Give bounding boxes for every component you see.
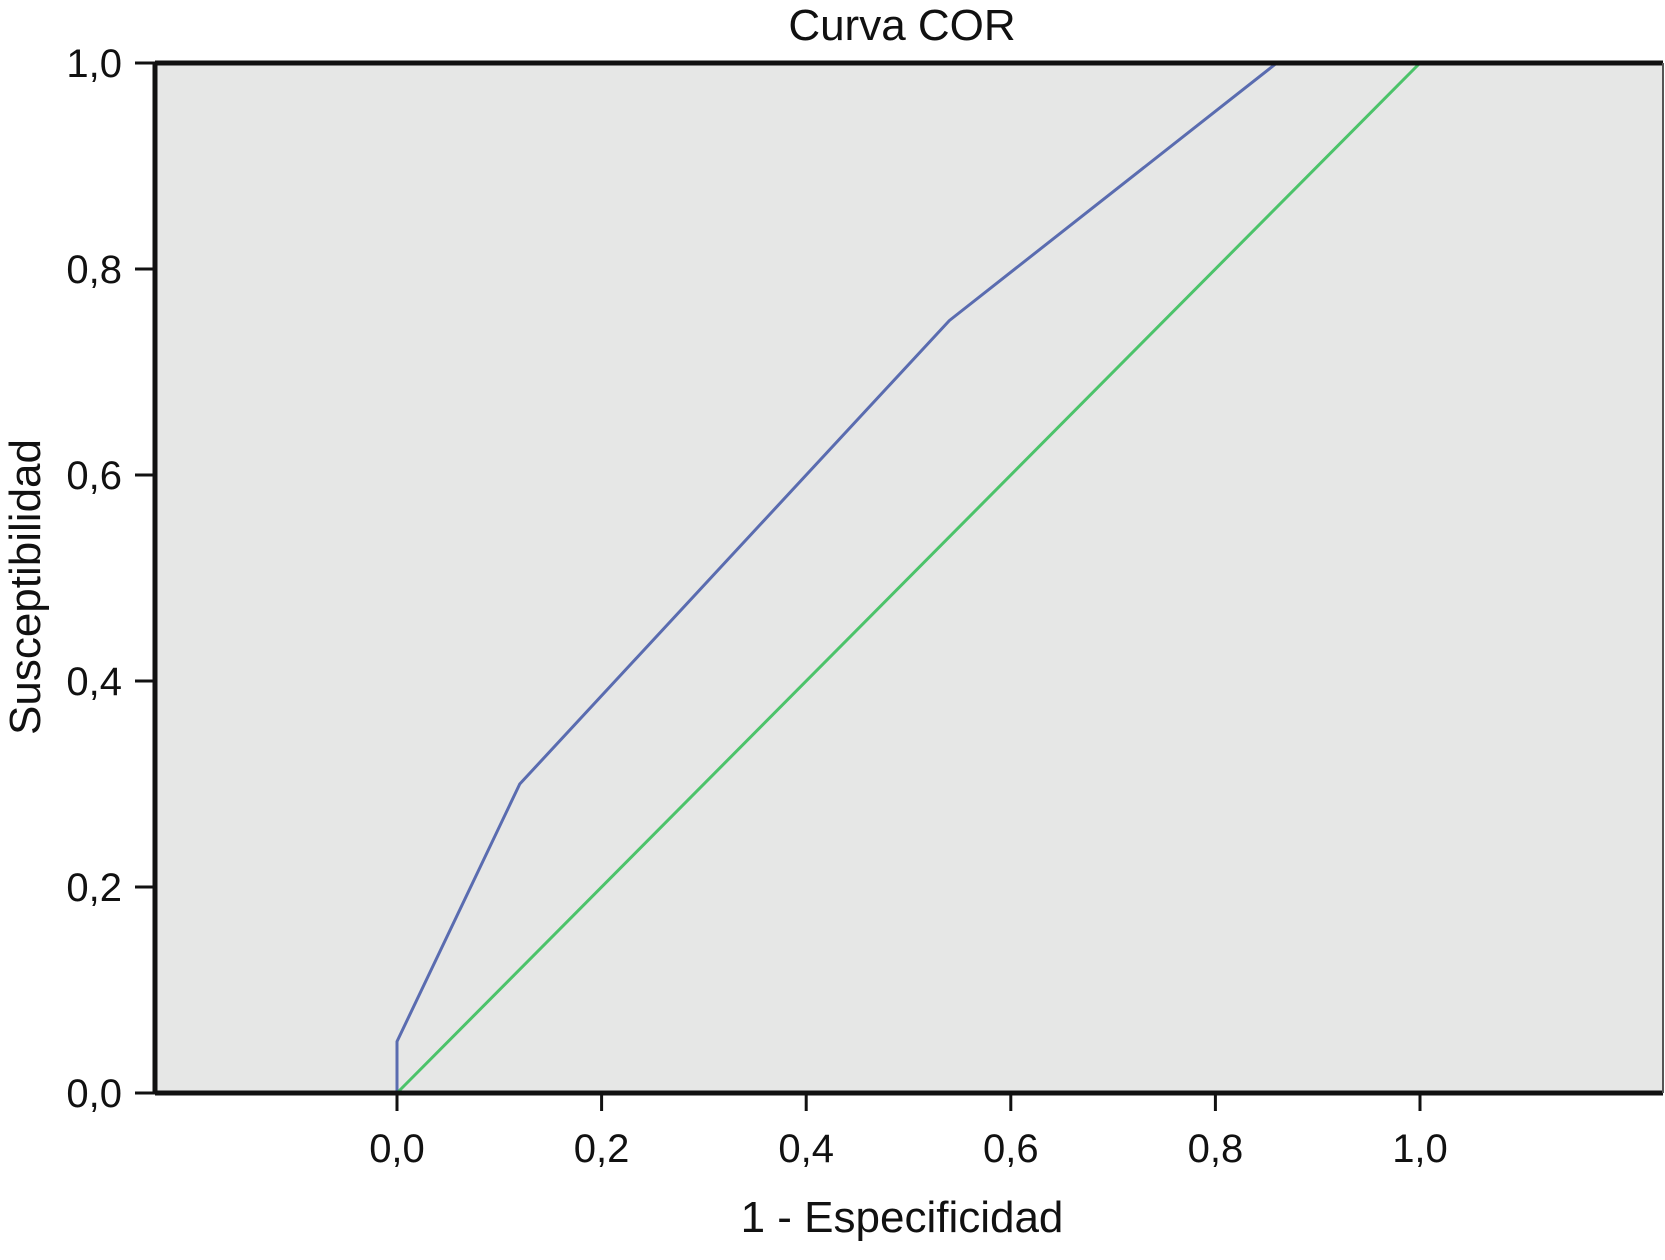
y-axis-ticks: 0,0 0,2 0,4 0,6 0,8 1,0 <box>66 42 155 1116</box>
y-tick-label: 0,2 <box>66 866 122 910</box>
x-tick-label: 0,2 <box>574 1127 630 1171</box>
x-tick-label: 1,0 <box>1392 1127 1448 1171</box>
x-axis-title: 1 - Especificidad <box>741 1193 1064 1242</box>
y-tick-label: 0,0 <box>66 1072 122 1116</box>
y-tick-label: 0,8 <box>66 248 122 292</box>
x-axis-ticks: 0,0 0,2 0,4 0,6 0,8 1,0 <box>369 1093 1448 1171</box>
y-tick-label: 1,0 <box>66 42 122 86</box>
x-tick-label: 0,6 <box>983 1127 1039 1171</box>
x-tick-label: 0,4 <box>778 1127 834 1171</box>
y-axis-title: Susceptibilidad <box>1 439 50 735</box>
x-tick-label: 0,0 <box>369 1127 425 1171</box>
y-tick-label: 0,6 <box>66 454 122 498</box>
y-tick-label: 0,4 <box>66 660 122 704</box>
x-tick-label: 0,8 <box>1188 1127 1244 1171</box>
series-line-2 <box>395 61 1422 1095</box>
chart-title: Curva COR <box>788 1 1015 50</box>
